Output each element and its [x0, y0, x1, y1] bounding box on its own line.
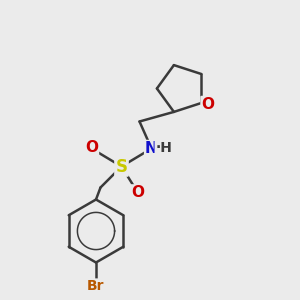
Text: S: S [116, 158, 128, 175]
Text: ·H: ·H [156, 142, 172, 155]
Text: O: O [202, 97, 214, 112]
Text: N: N [145, 141, 158, 156]
Text: Br: Br [87, 280, 105, 293]
Text: O: O [85, 140, 98, 154]
Text: O: O [131, 185, 145, 200]
